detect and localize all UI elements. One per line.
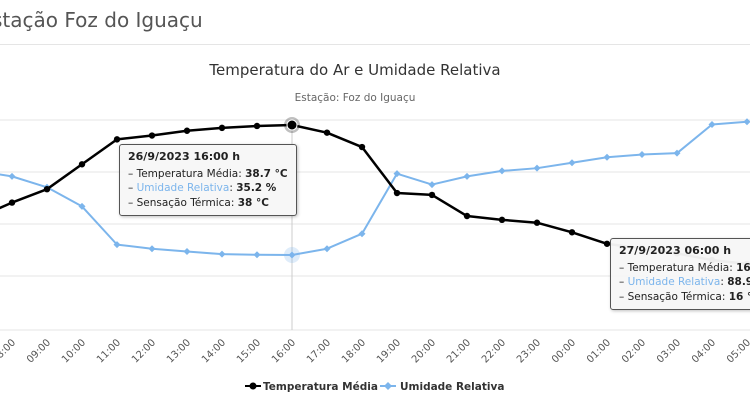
x-tick-label: 16:00 bbox=[270, 337, 298, 365]
data-point bbox=[359, 144, 365, 150]
legend-label: Temperatura Média bbox=[263, 381, 378, 393]
data-point bbox=[324, 129, 330, 135]
tooltip-row-feels-like: – Sensação Térmica: 38 °C bbox=[128, 196, 288, 211]
tooltip-header: 26/9/2023 16:00 h bbox=[128, 150, 288, 165]
data-point bbox=[464, 213, 470, 219]
data-point bbox=[79, 161, 85, 167]
data-point bbox=[149, 245, 156, 252]
x-tick-label: 00:00 bbox=[550, 337, 578, 365]
data-point bbox=[569, 229, 575, 235]
data-point bbox=[429, 192, 435, 198]
x-tick-label: 08:00 bbox=[0, 337, 18, 365]
x-tick-label: 09:00 bbox=[25, 337, 53, 365]
tooltip-label: Umidade Relativa bbox=[137, 182, 230, 194]
data-point bbox=[184, 128, 190, 134]
data-point bbox=[534, 165, 541, 172]
tooltip-value: 35.2 % bbox=[236, 182, 276, 194]
tooltip-value: 88.9 bbox=[727, 276, 750, 288]
tooltip-value: 38.7 °C bbox=[245, 168, 288, 180]
x-axis-ticks: 07:0008:0009:0010:0011:0012:0013:0014:00… bbox=[0, 337, 750, 365]
x-tick-label: 13:00 bbox=[165, 337, 193, 365]
tooltip-primary: 26/9/2023 16:00 h – Temperatura Média: 3… bbox=[119, 144, 297, 216]
tooltip-row-feels-like: – Sensação Térmica: 16 °C bbox=[619, 290, 750, 305]
x-tick-label: 14:00 bbox=[200, 337, 228, 365]
legend-label: Umidade Relativa bbox=[400, 381, 504, 393]
data-point bbox=[9, 199, 15, 205]
page-header: stação Foz do Iguaçu bbox=[0, 0, 750, 45]
tooltip-row-temperature: – Temperatura Média: 38.7 °C bbox=[128, 167, 288, 182]
legend-item: Temperatura Média bbox=[245, 381, 378, 393]
x-tick-label: 21:00 bbox=[445, 337, 473, 365]
chart-title: Temperatura do Ar e Umidade Relativa bbox=[208, 61, 500, 79]
x-tick-label: 17:00 bbox=[305, 337, 333, 365]
data-point bbox=[499, 217, 505, 223]
tooltip-value: 16 °C bbox=[729, 291, 750, 303]
tooltip-row-humidity: – Umidade Relativa: 88.9 bbox=[619, 275, 750, 290]
data-point bbox=[744, 118, 750, 125]
page-title: stação Foz do Iguaçu bbox=[0, 8, 203, 32]
tooltip-label: Temperatura Média bbox=[137, 168, 239, 180]
data-point bbox=[219, 125, 225, 131]
data-point bbox=[114, 136, 120, 142]
data-point bbox=[429, 181, 436, 188]
x-tick-label: 01:00 bbox=[585, 337, 613, 365]
x-tick-label: 12:00 bbox=[130, 337, 158, 365]
x-tick-label: 04:00 bbox=[690, 337, 718, 365]
data-point bbox=[254, 251, 261, 258]
legend-item: Umidade Relativa bbox=[380, 381, 504, 393]
data-point bbox=[569, 159, 576, 166]
x-tick-label: 11:00 bbox=[95, 337, 123, 365]
x-tick-label: 20:00 bbox=[410, 337, 438, 365]
x-tick-label: 02:00 bbox=[620, 337, 648, 365]
data-point bbox=[149, 132, 155, 138]
data-point bbox=[464, 173, 471, 180]
data-point bbox=[604, 154, 611, 161]
data-point bbox=[9, 173, 16, 180]
data-point bbox=[184, 248, 191, 255]
chart-subtitle: Estação: Foz do Iguaçu bbox=[295, 92, 416, 104]
x-tick-label: 18:00 bbox=[340, 337, 368, 365]
tooltip-value: 38 °C bbox=[238, 197, 269, 209]
tooltip-label: Temperatura Média bbox=[628, 262, 730, 274]
x-tick-label: 23:00 bbox=[515, 337, 543, 365]
tooltip-row-humidity: – Umidade Relativa: 35.2 % bbox=[128, 181, 288, 196]
x-tick-label: 03:00 bbox=[655, 337, 683, 365]
chart-svg: Temperatura do Ar e Umidade Relativa Est… bbox=[0, 45, 750, 413]
legend: Temperatura Média Umidade Relativa bbox=[245, 381, 504, 393]
legend-marker bbox=[250, 383, 257, 390]
tooltip-label: Sensação Térmica bbox=[628, 291, 722, 303]
hover-point bbox=[287, 120, 297, 130]
data-point bbox=[499, 167, 506, 174]
tooltip-label: Sensação Térmica bbox=[137, 197, 231, 209]
data-point bbox=[219, 251, 226, 258]
data-point bbox=[639, 151, 646, 158]
data-point bbox=[534, 220, 540, 226]
tooltip-row-temperature: – Temperatura Média: 16 bbox=[619, 261, 750, 276]
hover-halo bbox=[284, 247, 300, 263]
data-point bbox=[324, 245, 331, 252]
tooltip-secondary: 27/9/2023 06:00 h – Temperatura Média: 1… bbox=[610, 238, 750, 310]
chart-container: Temperatura do Ar e Umidade Relativa Est… bbox=[0, 45, 750, 413]
x-tick-label: 15:00 bbox=[235, 337, 263, 365]
x-tick-label: 05:00 bbox=[725, 337, 750, 365]
x-tick-label: 19:00 bbox=[375, 337, 403, 365]
tooltip-header: 27/9/2023 06:00 h bbox=[619, 244, 750, 259]
tooltip-value: 16 bbox=[736, 262, 750, 274]
x-tick-label: 10:00 bbox=[60, 337, 88, 365]
data-point bbox=[44, 186, 50, 192]
data-point bbox=[254, 123, 260, 129]
data-point bbox=[394, 190, 400, 196]
legend-marker bbox=[384, 382, 392, 390]
tooltip-label: Umidade Relativa bbox=[628, 276, 721, 288]
x-tick-label: 22:00 bbox=[480, 337, 508, 365]
